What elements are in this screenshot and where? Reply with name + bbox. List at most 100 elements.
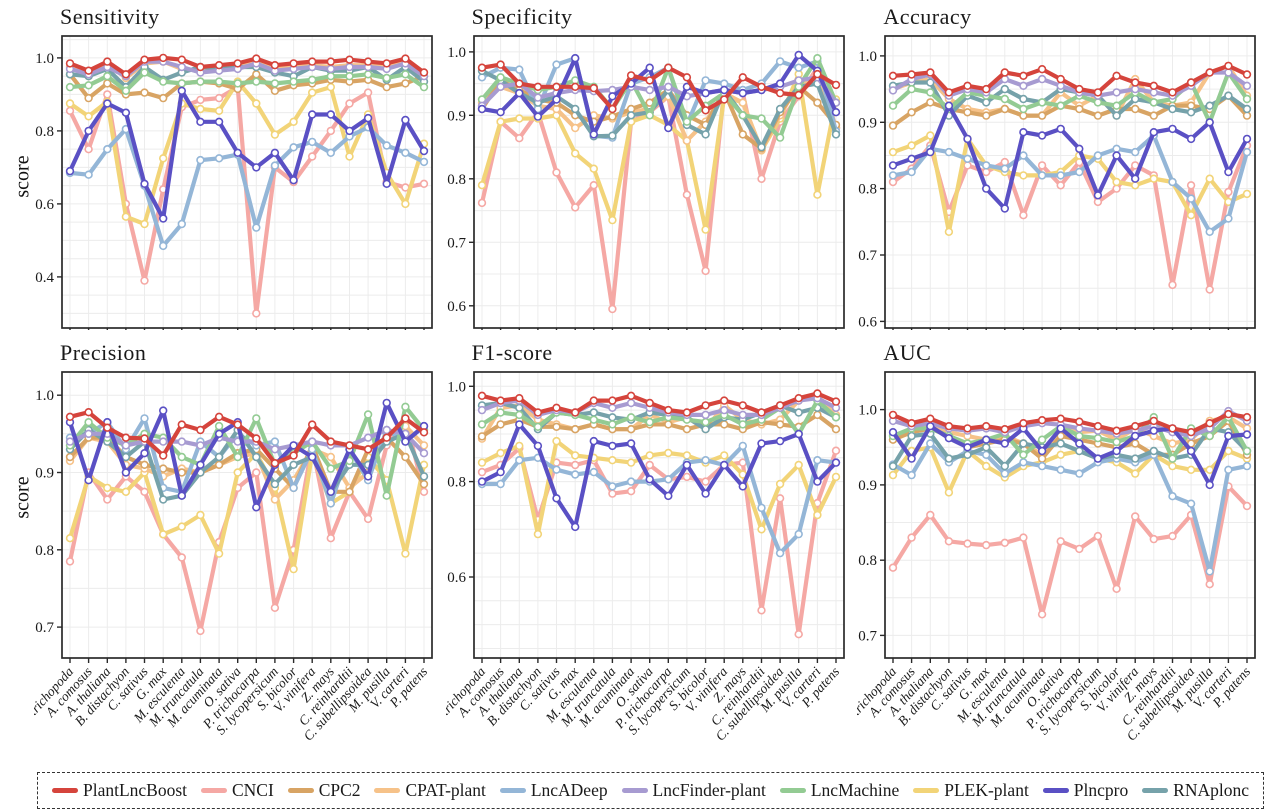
data-point (214, 429, 224, 439)
data-point (233, 468, 242, 477)
data-point (1000, 424, 1010, 434)
data-point (158, 77, 168, 86)
data-point (1075, 544, 1084, 554)
data-point (363, 113, 373, 123)
data-point (756, 142, 766, 152)
data-point (382, 491, 391, 500)
data-point (775, 88, 784, 98)
data-point (419, 68, 429, 77)
data-point (214, 421, 224, 431)
series-plantlncboost (889, 61, 1252, 97)
data-point (477, 458, 486, 467)
data-point (607, 104, 617, 114)
data-point (252, 77, 261, 86)
data-point (496, 467, 505, 477)
data-point (1019, 81, 1028, 90)
data-point (65, 557, 75, 566)
data-point (140, 414, 149, 423)
svg-text:0.8: 0.8 (447, 172, 466, 188)
data-point (794, 76, 803, 85)
data-point (1075, 104, 1084, 114)
data-point (363, 472, 373, 481)
data-point (1168, 491, 1178, 501)
data-point (551, 95, 561, 104)
data-point (103, 423, 112, 432)
data-point (158, 451, 168, 460)
data-point (719, 460, 729, 470)
data-point (1000, 204, 1010, 213)
data-point (196, 510, 205, 520)
data-point (419, 428, 429, 437)
data-point (775, 57, 784, 66)
data-point (831, 107, 840, 117)
data-point (889, 86, 898, 95)
data-point (570, 104, 580, 114)
data-point (419, 448, 429, 458)
data-point (756, 82, 766, 91)
data-point (496, 73, 505, 82)
data-point (1019, 104, 1028, 114)
data-point (345, 152, 354, 161)
data-point (214, 412, 224, 421)
data-point (945, 454, 954, 463)
data-point (1168, 531, 1178, 541)
data-point (496, 420, 505, 429)
data-point (270, 603, 280, 613)
svg-text:1.0: 1.0 (447, 45, 466, 61)
data-point (270, 437, 280, 446)
svg-text:1.0: 1.0 (35, 388, 54, 404)
svg-text:0.9: 0.9 (859, 115, 878, 131)
data-point (308, 88, 317, 97)
data-point (1149, 98, 1159, 107)
data-point (794, 90, 803, 100)
data-point (1019, 533, 1028, 542)
data-point (775, 133, 784, 142)
data-point (1038, 111, 1047, 120)
data-point (214, 93, 224, 103)
data-point (794, 63, 803, 72)
data-point (963, 81, 973, 90)
data-point (607, 92, 617, 101)
data-point (551, 168, 561, 177)
svg-text:0.4: 0.4 (35, 270, 54, 286)
data-point (65, 437, 75, 446)
svg-text:0.7: 0.7 (35, 620, 54, 636)
chart-title-f1-score: F1-score (471, 340, 553, 365)
data-point (140, 434, 149, 443)
data-point (1094, 197, 1103, 207)
data-point (626, 458, 635, 467)
data-point (926, 421, 935, 431)
data-point (514, 65, 524, 74)
data-point (589, 130, 598, 139)
data-point (514, 455, 524, 465)
data-point (626, 111, 635, 120)
svg-text:0.8: 0.8 (447, 475, 466, 491)
data-point (1205, 567, 1215, 576)
data-point (1112, 144, 1122, 154)
data-point (1131, 84, 1140, 94)
data-point (645, 460, 654, 470)
data-point (65, 166, 75, 176)
data-point (607, 489, 617, 498)
data-point (1149, 111, 1159, 120)
data-point (1149, 127, 1159, 137)
data-point (289, 77, 298, 86)
data-point (945, 101, 954, 110)
data-point (607, 441, 617, 451)
data-point (252, 452, 261, 462)
data-point (1168, 177, 1178, 187)
data-point (589, 408, 598, 417)
data-point (570, 149, 580, 158)
data-point (907, 154, 917, 164)
data-point (907, 533, 917, 542)
data-point (775, 548, 784, 558)
svg-text:0.6: 0.6 (859, 314, 878, 330)
data-point (401, 70, 410, 79)
data-point (1187, 211, 1196, 220)
chart-title-accuracy: Accuracy (883, 4, 972, 29)
svg-text:0.7: 0.7 (859, 248, 878, 264)
data-point (794, 630, 803, 639)
data-point (252, 414, 261, 423)
data-point (158, 154, 168, 163)
